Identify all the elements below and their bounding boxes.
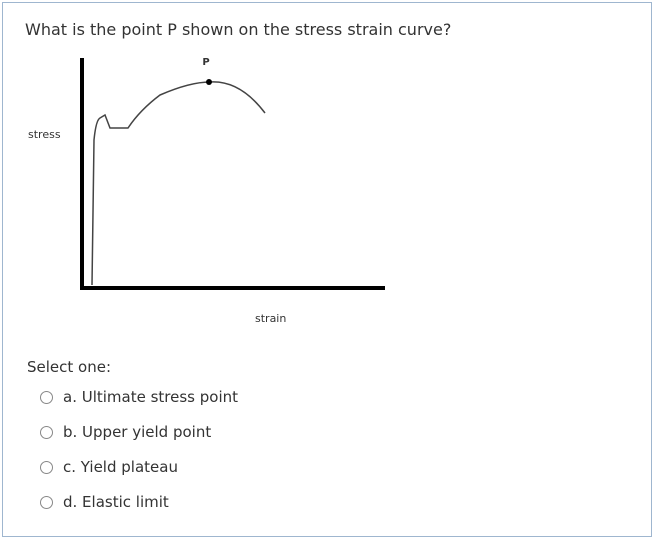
- prompt: Select one:: [27, 358, 112, 376]
- option-label[interactable]: b. Upper yield point: [63, 423, 212, 441]
- radio-button[interactable]: [40, 460, 53, 474]
- question-text: What is the point P shown on the stress …: [25, 20, 452, 39]
- option-label[interactable]: d. Elastic limit: [63, 493, 169, 511]
- question-box: [2, 2, 652, 537]
- option[interactable]: a. Ultimate stress point: [40, 388, 238, 406]
- option-label[interactable]: a. Ultimate stress point: [63, 388, 239, 406]
- radio-button[interactable]: [40, 495, 53, 509]
- option[interactable]: c. Yield plateau: [40, 458, 178, 476]
- y-axis-label: stress: [28, 128, 61, 141]
- point-p: [206, 79, 212, 85]
- option[interactable]: b. Upper yield point: [40, 423, 211, 441]
- option[interactable]: d. Elastic limit: [40, 493, 169, 511]
- radio-button[interactable]: [40, 390, 53, 404]
- point-label: P: [202, 57, 209, 68]
- radio-button[interactable]: [40, 425, 53, 439]
- option-label[interactable]: c. Yield plateau: [63, 458, 178, 476]
- stress-strain-curve: [91, 81, 266, 286]
- x-axis-label: strain: [255, 312, 286, 325]
